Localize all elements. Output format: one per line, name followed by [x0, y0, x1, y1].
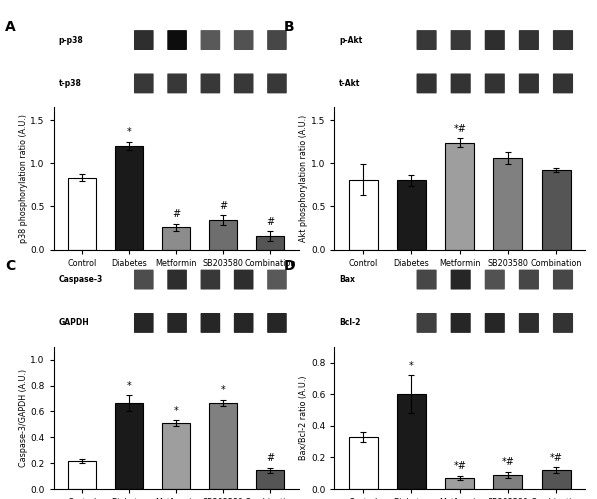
Bar — [256, 236, 284, 250]
FancyBboxPatch shape — [201, 269, 220, 289]
Bar — [445, 143, 474, 250]
Bar — [397, 394, 426, 489]
Y-axis label: Akt phosphorylation ratio (A.U.): Akt phosphorylation ratio (A.U.) — [299, 115, 308, 242]
Text: p-p38: p-p38 — [59, 35, 84, 44]
FancyBboxPatch shape — [201, 30, 220, 50]
Text: Bax: Bax — [339, 275, 355, 284]
FancyBboxPatch shape — [519, 73, 539, 93]
Text: t-p38: t-p38 — [59, 79, 82, 88]
Text: *#: *# — [550, 453, 562, 463]
FancyBboxPatch shape — [553, 269, 573, 289]
Text: *#: *# — [501, 458, 515, 468]
Text: *: * — [221, 386, 226, 396]
FancyBboxPatch shape — [417, 73, 436, 93]
FancyBboxPatch shape — [451, 313, 471, 333]
Bar — [162, 423, 190, 489]
FancyBboxPatch shape — [234, 269, 254, 289]
FancyBboxPatch shape — [167, 73, 187, 93]
FancyBboxPatch shape — [134, 30, 153, 50]
Y-axis label: Caspase-3/GAPDH (A.U.): Caspase-3/GAPDH (A.U.) — [19, 369, 27, 467]
Text: *: * — [127, 381, 131, 391]
FancyBboxPatch shape — [485, 73, 505, 93]
FancyBboxPatch shape — [417, 30, 436, 50]
Bar — [68, 178, 96, 250]
Text: *#: *# — [453, 124, 466, 134]
Text: D: D — [284, 259, 296, 273]
FancyBboxPatch shape — [167, 313, 187, 333]
FancyBboxPatch shape — [267, 73, 287, 93]
FancyBboxPatch shape — [451, 30, 471, 50]
FancyBboxPatch shape — [267, 30, 287, 50]
Text: *: * — [127, 127, 131, 137]
Text: GAPDH: GAPDH — [59, 318, 90, 327]
Text: C: C — [5, 259, 15, 273]
FancyBboxPatch shape — [519, 30, 539, 50]
Bar — [541, 170, 571, 250]
FancyBboxPatch shape — [519, 313, 539, 333]
FancyBboxPatch shape — [267, 313, 287, 333]
FancyBboxPatch shape — [451, 73, 471, 93]
FancyBboxPatch shape — [417, 313, 436, 333]
FancyBboxPatch shape — [519, 269, 539, 289]
FancyBboxPatch shape — [134, 313, 153, 333]
Text: p-Akt: p-Akt — [339, 35, 362, 44]
FancyBboxPatch shape — [167, 269, 187, 289]
FancyBboxPatch shape — [167, 30, 187, 50]
Bar — [209, 220, 238, 250]
Bar — [162, 227, 190, 250]
Text: A: A — [5, 20, 16, 34]
Bar — [115, 146, 143, 250]
Bar — [349, 180, 378, 250]
FancyBboxPatch shape — [451, 269, 471, 289]
Text: #: # — [266, 454, 274, 464]
Y-axis label: Bax/Bcl-2 ratio (A.U.): Bax/Bcl-2 ratio (A.U.) — [299, 376, 308, 460]
Text: Caspase-3: Caspase-3 — [59, 275, 103, 284]
Bar — [494, 158, 522, 250]
Bar — [68, 461, 96, 489]
Text: #: # — [219, 201, 227, 211]
FancyBboxPatch shape — [201, 73, 220, 93]
Text: *#: *# — [453, 461, 466, 472]
Text: #: # — [172, 210, 180, 220]
FancyBboxPatch shape — [553, 30, 573, 50]
FancyBboxPatch shape — [485, 269, 505, 289]
FancyBboxPatch shape — [485, 30, 505, 50]
FancyBboxPatch shape — [553, 73, 573, 93]
FancyBboxPatch shape — [553, 313, 573, 333]
Text: #: # — [266, 217, 274, 227]
Bar — [397, 181, 426, 250]
Bar — [445, 478, 474, 489]
Text: B: B — [284, 20, 295, 34]
Bar — [541, 470, 571, 489]
FancyBboxPatch shape — [234, 73, 254, 93]
FancyBboxPatch shape — [234, 30, 254, 50]
FancyBboxPatch shape — [417, 269, 436, 289]
FancyBboxPatch shape — [485, 313, 505, 333]
FancyBboxPatch shape — [201, 313, 220, 333]
FancyBboxPatch shape — [134, 73, 153, 93]
Text: *: * — [174, 406, 179, 416]
Bar — [209, 403, 238, 489]
Y-axis label: p38 phosphorylation ratio (A.U.): p38 phosphorylation ratio (A.U.) — [19, 114, 27, 243]
Text: *: * — [409, 361, 414, 371]
Bar — [349, 437, 378, 489]
Bar — [494, 475, 522, 489]
Bar — [256, 470, 284, 489]
FancyBboxPatch shape — [134, 269, 153, 289]
Text: t-Akt: t-Akt — [339, 79, 361, 88]
Bar — [115, 403, 143, 489]
FancyBboxPatch shape — [234, 313, 254, 333]
Text: Bcl-2: Bcl-2 — [339, 318, 361, 327]
FancyBboxPatch shape — [267, 269, 287, 289]
